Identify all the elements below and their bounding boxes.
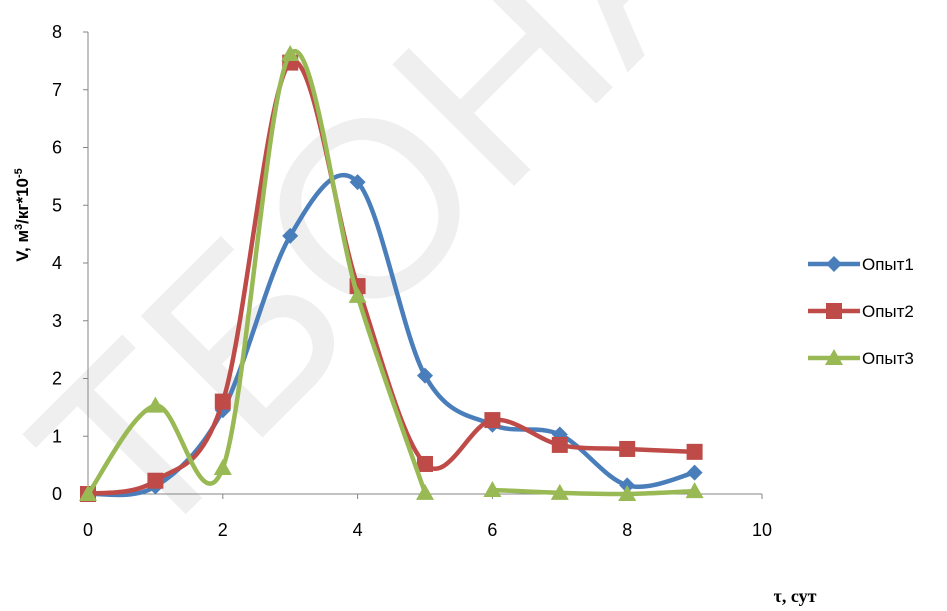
series-3-point [416, 483, 434, 500]
x-tick-label: 6 [487, 520, 497, 540]
series-1-point [282, 227, 299, 244]
legend-item-1: Опыт1 [808, 255, 914, 274]
series-3 [79, 44, 704, 501]
legend-marker-3 [825, 349, 843, 365]
series-2-point [551, 436, 568, 453]
series-1-point [417, 367, 433, 384]
series-1-point [349, 174, 366, 191]
legend-item-2: Опыт2 [808, 302, 914, 321]
legend-label-1: Опыт1 [862, 255, 914, 274]
x-axis-label: τ, сут [774, 586, 817, 606]
y-tick-label: 3 [52, 311, 62, 331]
legend-marker-2 [826, 303, 842, 319]
series-3-point [146, 396, 165, 413]
y-tick-label: 7 [52, 80, 62, 100]
series-2 [80, 54, 703, 502]
series-layer [79, 44, 704, 502]
legend-label-2: Опыт2 [862, 302, 914, 321]
x-tick-label: 8 [622, 520, 632, 540]
series-3-point [618, 485, 637, 501]
legend-item-3: Опыт3 [808, 349, 914, 368]
y-tick-label: 4 [52, 253, 62, 273]
series-3-point [281, 44, 300, 61]
x-tick-label: 4 [353, 520, 363, 540]
y-tick-label: 5 [52, 195, 62, 215]
chart-axes: 0 1 2 3 4 5 6 7 8 0 2 4 6 8 10 [52, 22, 772, 540]
legend-label-3: Опыт3 [862, 349, 914, 368]
y-tick-label: 0 [52, 484, 62, 504]
series-2-point [417, 455, 433, 472]
series-3-point [213, 459, 232, 476]
series-2-point [214, 393, 231, 410]
series-3-line [490, 487, 697, 497]
y-tick-label: 8 [52, 22, 62, 42]
legend-marker-1 [826, 256, 842, 272]
series-3-point [348, 286, 367, 303]
y-axis-label: V, м3/кг*10-5 [13, 168, 32, 262]
y-axis-label-mid: /кг*10 [13, 178, 32, 224]
series-3-point [550, 483, 569, 500]
chart-legend: Опыт1 Опыт2 Опыт3 [808, 255, 914, 368]
series-2-point [686, 443, 703, 460]
y-tick-label: 6 [52, 138, 62, 158]
series-2-point [147, 472, 164, 489]
series-3-point [79, 485, 97, 501]
x-tick-label: 10 [752, 520, 772, 540]
watermark-text: ТБОНАХ [0, 0, 900, 597]
y-tick-label: 2 [52, 369, 62, 389]
x-tick-label: 0 [83, 520, 93, 540]
y-tick-label: 1 [52, 426, 62, 446]
series-2-point [484, 412, 501, 429]
series-2-point [619, 440, 636, 457]
x-tick-label: 2 [218, 520, 228, 540]
y-axis-label-main: V, м [13, 230, 32, 262]
y-axis-label-sup1: 3 [13, 224, 25, 230]
series-3-point [685, 482, 704, 499]
y-axis-label-sup2: -5 [13, 168, 25, 178]
series-1-point [686, 464, 703, 481]
series-3-point [483, 480, 502, 497]
